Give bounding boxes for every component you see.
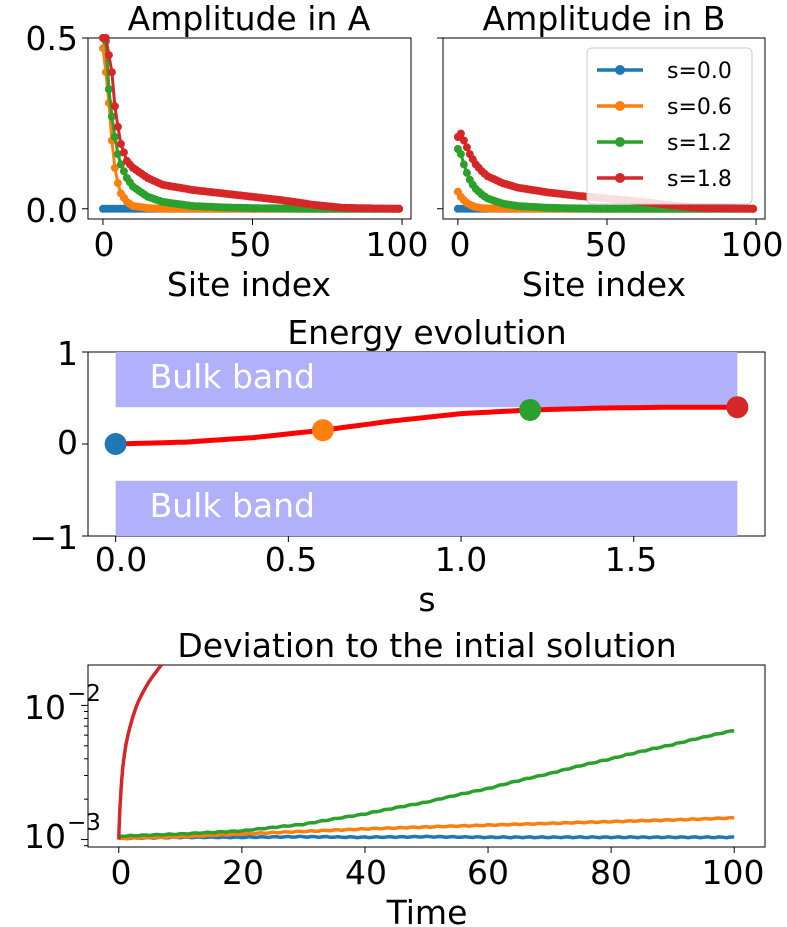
xtick-d-60: 60 xyxy=(467,853,509,892)
amp-a-series-1-point-4 xyxy=(110,163,119,172)
legend-label-1: s=0.6 xyxy=(667,95,732,120)
amp-b-series-3-point-1 xyxy=(456,129,465,138)
legend-label-3: s=1.8 xyxy=(667,167,732,192)
title-energy: Energy evolution xyxy=(287,313,566,352)
ytick-d-1e-3: 10 xyxy=(24,817,66,856)
xlabel-amplitude-b: Site index xyxy=(522,265,686,304)
dev-series-line-0 xyxy=(118,834,735,841)
amp-a-series-2-point-5 xyxy=(113,150,122,159)
xlabel-energy: s xyxy=(418,580,435,619)
xtick-e-0.5: 0.5 xyxy=(265,540,317,579)
legend-label-2: s=1.2 xyxy=(667,131,732,156)
xtick-a-50: 50 xyxy=(229,225,271,264)
xtick-a-0: 0 xyxy=(94,225,115,264)
amp-a-series-3-point-4 xyxy=(110,102,119,111)
legend-marker-2 xyxy=(615,137,625,147)
amp-a-series-line-3 xyxy=(103,36,400,211)
amp-a-series-3-point-2 xyxy=(104,51,113,60)
xtick-b-100: 100 xyxy=(721,225,784,264)
amp-b-series-2-point-2 xyxy=(459,160,468,169)
legend-label-0: s=0.0 xyxy=(667,59,732,84)
legend-marker-3 xyxy=(615,173,625,183)
bulk-band-1 xyxy=(115,480,738,536)
xtick-b-0: 0 xyxy=(450,225,471,264)
chart-marks: Bulk band Bulk band xyxy=(81,34,758,853)
xtick-d-20: 20 xyxy=(222,853,264,892)
dev-series-line-2 xyxy=(118,729,735,839)
amp-a-series-3-point-99 xyxy=(395,204,403,213)
xtick-d-0: 0 xyxy=(111,853,132,892)
axes-frame-amplitude-b xyxy=(442,37,766,220)
amp-a-series-1-point-5 xyxy=(113,179,122,188)
ytick-e-0: 0 xyxy=(57,423,78,462)
energy-marker-1 xyxy=(311,419,334,442)
ytick-e-minus1: −1 xyxy=(29,518,78,557)
legend-marker-1 xyxy=(615,101,625,111)
xlabel-deviation: Time xyxy=(386,893,468,927)
amp-a-series-line-2 xyxy=(101,37,399,211)
axes-frame-amplitude-a xyxy=(87,37,412,220)
ytick-d-1e-2: 10 xyxy=(24,688,66,727)
xtick-e-1.0: 1.0 xyxy=(435,540,487,579)
bulk-band-label-0: Bulk band xyxy=(150,357,315,396)
amp-a-series-3-point-1 xyxy=(101,34,110,42)
ytick-d-1e-2-exp: −2 xyxy=(67,681,101,707)
amp-b-series-3-point-99 xyxy=(749,204,758,213)
energy-marker-2 xyxy=(519,398,542,421)
xtick-b-50: 50 xyxy=(585,225,627,264)
amp-a-series-2-point-6 xyxy=(116,160,125,169)
dev-series-line-1 xyxy=(118,815,735,841)
amp-a-series-2-point-4 xyxy=(110,133,119,141)
amp-b-series-3-point-2 xyxy=(459,136,468,145)
energy-curve xyxy=(115,404,738,447)
legend: s=0.0 s=0.6 s=1.2 s=1.8 xyxy=(586,47,753,205)
xtick-e-0.0: 0.0 xyxy=(95,540,147,579)
amp-b-series-2-point-3 xyxy=(462,168,471,177)
ytick-a-0.5: 0.5 xyxy=(26,19,78,58)
xtick-d-40: 40 xyxy=(345,853,387,892)
ytick-a-0.0: 0.0 xyxy=(26,191,78,230)
dev-series-line-3 xyxy=(117,665,164,840)
legend-box xyxy=(586,47,753,205)
axes-frame-deviation xyxy=(87,664,766,848)
title-deviation: Deviation to the intial solution xyxy=(177,626,676,665)
bulk-band-label-1: Bulk band xyxy=(150,486,315,525)
amp-a-series-3-point-5 xyxy=(113,122,122,131)
amp-a-series-2-point-7 xyxy=(119,167,128,176)
energy-marker-0 xyxy=(104,433,127,455)
amp-a-series-3-point-6 xyxy=(116,139,125,148)
legend-marker-0 xyxy=(615,65,625,75)
amp-a-series-3-point-3 xyxy=(107,68,116,77)
amp-a-series-3-point-7 xyxy=(119,148,128,157)
xtick-d-100: 100 xyxy=(702,853,765,892)
xtick-a-100: 100 xyxy=(366,225,429,264)
title-amplitude-b: Amplitude in B xyxy=(483,0,726,38)
ytick-e-1: 1 xyxy=(57,334,78,373)
energy-marker-3 xyxy=(726,396,749,419)
bulk-band-0 xyxy=(115,352,738,408)
amp-b-series-3-point-3 xyxy=(462,143,471,152)
xtick-e-1.5: 1.5 xyxy=(605,540,657,579)
ytick-d-1e-3-exp: −3 xyxy=(67,810,101,836)
title-amplitude-a: Amplitude in A xyxy=(128,0,371,38)
amp-a-series-line-1 xyxy=(101,48,399,211)
amp-a-series-2-point-2 xyxy=(104,85,113,94)
xlabel-amplitude-a: Site index xyxy=(167,265,331,304)
amp-b-series-2-point-1 xyxy=(456,150,465,159)
amp-a-series-2-point-3 xyxy=(107,112,116,121)
xtick-d-80: 80 xyxy=(590,853,632,892)
